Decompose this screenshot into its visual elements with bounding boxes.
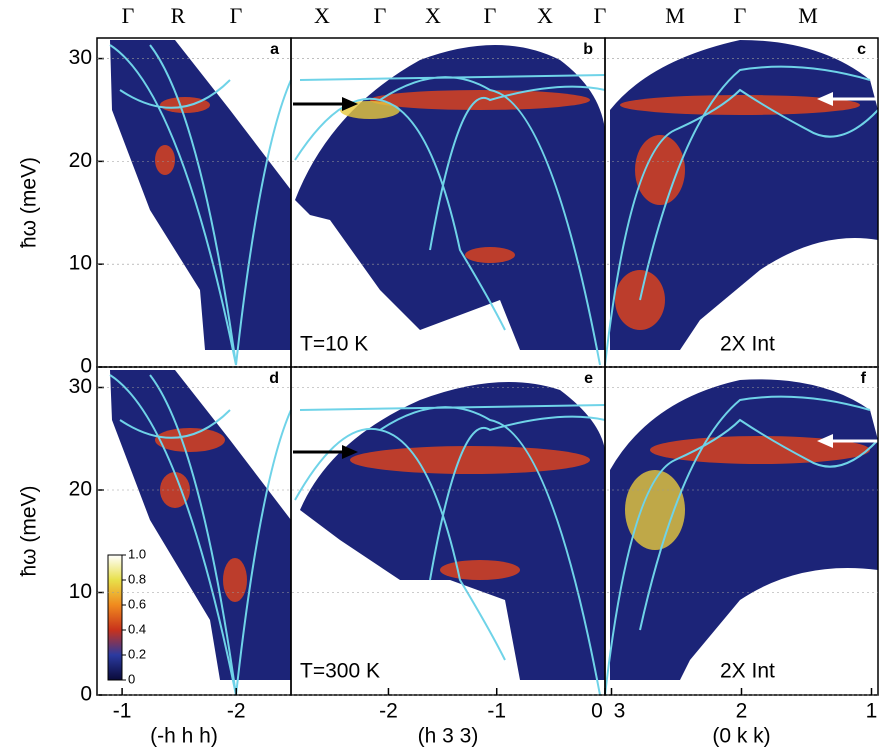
x-tick-label: 3 [614,700,626,723]
intensity-map [110,40,291,350]
intensity-band [340,101,400,119]
colorbar-tick-label: 0.8 [128,571,146,586]
panel-letter: c [857,41,866,58]
panel-letter: b [583,41,593,58]
dispersion-curve [294,404,606,696]
colorbar [107,554,123,681]
x-axis-label: (h 3 3) [418,725,479,748]
x-tick-label: -2 [227,700,246,723]
intensity-band [155,145,175,175]
intensity-band [620,95,860,115]
x-tick-label: -1 [113,700,132,723]
dispersion-curve [604,65,879,366]
x-axis-label: (0 k k) [712,725,770,748]
panel-letter: a [270,41,279,58]
symmetry-point: X [314,3,330,28]
annotation: 2X Int [720,333,775,356]
panel-letter: f [861,370,867,387]
symmetry-point: R [171,3,186,28]
x-tick-label: -1 [487,700,506,723]
x-axis-label: (-h h h) [150,725,218,748]
y-tick-label: 30 [69,46,92,69]
colorbar-tick-label: 1.0 [128,546,146,561]
intensity-band [155,428,225,452]
y-tick-label: 0 [80,683,92,706]
arrow-head [342,97,358,111]
y-tick-label: 10 [69,252,92,275]
symmetry-point: Γ [734,3,747,28]
colorbar-tick-label: 0.6 [128,596,146,611]
annotation: T=10 K [300,333,368,356]
colorbar-tick-label: 0 [128,671,135,686]
x-tick-label: 1 [866,700,878,723]
intensity-maps [110,40,878,680]
symmetry-point: Γ [122,3,135,28]
symmetry-point: Γ [594,3,607,28]
dispersion-curve [604,395,879,696]
colorbar-tick-label: 0.4 [128,621,146,636]
annotation: T=300 K [300,660,380,683]
arrow-head [817,434,833,448]
symmetry-point: M [798,3,818,28]
symmetry-point: Γ [374,3,387,28]
arrows [293,92,878,459]
symmetry-point: Γ [484,3,497,28]
x-tick-label: 2 [736,700,748,723]
colorbar-tick-label: 0.2 [128,646,146,661]
intensity-band [440,560,520,580]
y-tick-label: 0 [80,355,92,378]
arrow-head [817,92,833,106]
annotation: 2X Int [720,660,775,683]
intensity-map [610,40,878,350]
dispersion-curves [109,44,879,696]
intensity-band [625,470,685,550]
arrow-head [342,445,358,459]
intensity-band [635,135,685,205]
intensity-band [370,90,590,110]
y-axis-label: ħω (meV) [18,485,41,576]
panel-letter: e [584,370,593,387]
dispersion-curve [294,74,606,366]
panel-letter: d [269,370,279,387]
symmetry-point: X [425,3,441,28]
x-tick-label: -2 [379,700,398,723]
x-tick-label: 0 [591,700,603,723]
y-tick-label: 20 [69,149,92,172]
intensity-band [465,247,515,263]
dispersion-curve [109,374,292,696]
y-axis-label: ħω (meV) [18,157,41,248]
intensity-band [223,558,247,602]
symmetry-point: X [537,3,553,28]
intensity-band [160,472,190,508]
dispersion-curve [109,44,292,366]
y-tick-label: 10 [69,580,92,603]
intensity-map [300,382,605,680]
y-tick-label: 20 [69,478,92,501]
intensity-band [160,97,210,113]
symmetry-point: Γ [230,3,243,28]
symmetry-point: M [665,3,685,28]
y-tick-label: 30 [69,375,92,398]
intensity-band [350,446,590,474]
intensity-map [110,370,291,680]
